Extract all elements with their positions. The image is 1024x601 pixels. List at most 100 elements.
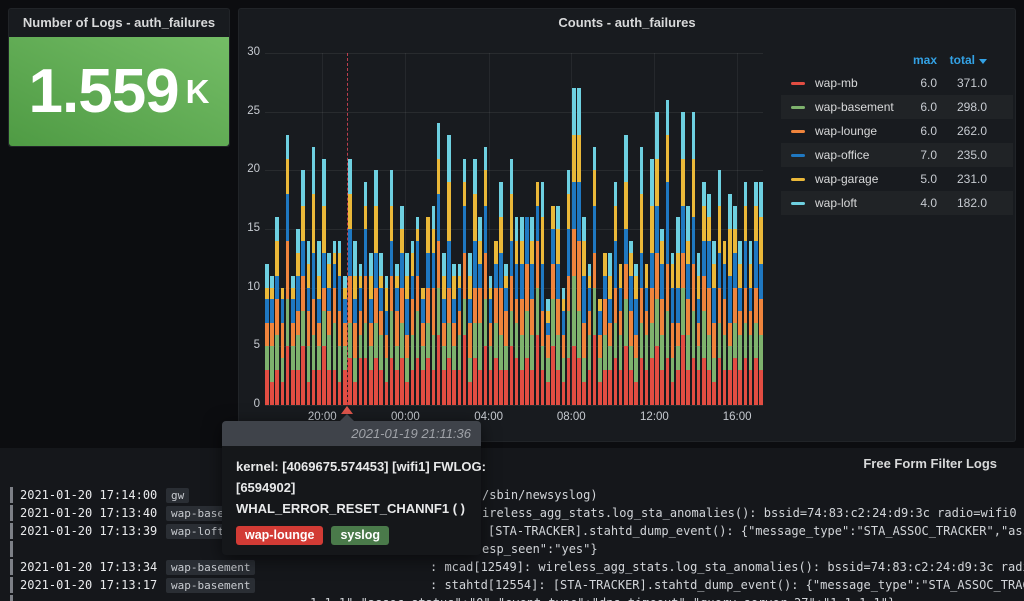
stat-panel: Number of Logs - auth_failures 1.559 K — [8, 8, 230, 147]
bar-stack — [541, 182, 545, 405]
bar-stack — [666, 100, 670, 405]
log-row[interactable]: 2021-01-20 17:14:00 gw /sbin/newsyslog) — [0, 486, 1024, 504]
bar-stack — [733, 206, 737, 405]
legend-sort-max[interactable]: max — [897, 49, 937, 71]
bar-stack — [686, 206, 690, 405]
bar-stack — [536, 182, 540, 405]
log-host-badge[interactable]: wap-basement — [166, 560, 255, 575]
annotation-marker-icon[interactable] — [341, 406, 353, 414]
annotation-tag-badge[interactable]: syslog — [331, 526, 389, 545]
bar-series — [265, 53, 763, 405]
legend-series-name[interactable]: wap-basement — [815, 100, 897, 114]
bar-stack — [556, 206, 560, 405]
y-tick-label: 20 — [239, 163, 260, 175]
y-tick-label: 5 — [239, 339, 260, 351]
bar-stack — [759, 182, 763, 405]
bar-stack — [624, 135, 628, 405]
x-tick-label: 16:00 — [712, 411, 762, 423]
bar-stack — [400, 206, 404, 405]
bar-stack — [437, 123, 441, 405]
series-color-icon — [791, 178, 805, 181]
stat-value-background: 1.559 K — [9, 37, 229, 146]
bar-stack — [327, 253, 331, 405]
legend-max-value: 6.0 — [897, 76, 937, 90]
log-host-badge[interactable]: gw — [166, 488, 189, 503]
log-level-bar — [10, 559, 13, 575]
bar-stack — [478, 217, 482, 405]
legend-row[interactable]: wap-garage5.0231.0 — [781, 167, 1013, 191]
annotation-tooltip: 2021-01-19 21:11:36 kernel: [4069675.574… — [222, 421, 481, 555]
bar-stack — [660, 229, 664, 405]
log-row-continuation[interactable]: esp_seen":"yes"} — [0, 540, 1024, 558]
bar-stack — [645, 264, 649, 405]
bar-stack — [608, 253, 612, 405]
bar-stack — [530, 217, 534, 405]
log-level-bar — [10, 487, 13, 503]
bar-stack — [275, 217, 279, 405]
legend-row[interactable]: wap-office7.0235.0 — [781, 143, 1013, 167]
legend-sort-total[interactable]: total — [937, 49, 987, 71]
legend-series-name[interactable]: wap-mb — [815, 76, 897, 90]
series-color-icon — [791, 82, 805, 85]
bar-stack — [296, 229, 300, 405]
legend-series-name[interactable]: wap-garage — [815, 172, 897, 186]
log-level-bar — [10, 541, 13, 557]
bar-stack — [307, 241, 311, 405]
bar-stack — [369, 253, 373, 405]
bar-stack — [572, 88, 576, 405]
legend-total-value: 262.0 — [937, 124, 987, 138]
log-row[interactable]: 2021-01-20 17:13:17 wap-basement : staht… — [0, 576, 1024, 594]
legend-max-value: 6.0 — [897, 124, 937, 138]
legend-series-name[interactable]: wap-loft — [815, 196, 897, 210]
logs-panel: Free Form Filter Logs 2021-01-20 17:14:0… — [0, 448, 1024, 601]
bar-stack — [322, 159, 326, 405]
bar-stack — [702, 182, 706, 405]
annotation-text: kernel: [4069675.574453] [wifi1] FWLOG: — [236, 456, 467, 477]
bar-stack — [551, 206, 555, 405]
bar-stack — [738, 241, 742, 405]
legend-row[interactable]: wap-basement6.0298.0 — [781, 95, 1013, 119]
y-tick-label: 25 — [239, 105, 260, 117]
bar-stack — [348, 159, 352, 405]
bar-stack — [749, 241, 753, 405]
log-message: esp_seen":"yes"} — [482, 542, 598, 556]
chart-panel-title[interactable]: Counts - auth_failures — [239, 9, 1015, 37]
bar-stack — [301, 170, 305, 405]
log-row-continuation[interactable]: 1.1.1","assoc_status":"0","event_type":"… — [0, 594, 1024, 601]
bar-stack — [458, 264, 462, 405]
legend-total-value: 235.0 — [937, 148, 987, 162]
annotation-tooltip-body: kernel: [4069675.574453] [wifi1] FWLOG: … — [222, 446, 481, 555]
legend-max-value: 5.0 — [897, 172, 937, 186]
bar-stack — [416, 217, 420, 405]
logs-panel-title[interactable]: Free Form Filter Logs — [863, 456, 997, 471]
stat-panel-title[interactable]: Number of Logs - auth_failures — [9, 9, 229, 37]
chart-plot-area[interactable] — [265, 53, 763, 405]
log-host-badge[interactable]: wap-loft — [166, 524, 229, 539]
bar-stack — [754, 182, 758, 405]
legend-row[interactable]: wap-lounge6.0262.0 — [781, 119, 1013, 143]
log-timestamp: 2021-01-20 17:13:34 — [20, 560, 157, 574]
legend-max-value: 7.0 — [897, 148, 937, 162]
bar-stack — [510, 159, 514, 405]
legend-total-value: 182.0 — [937, 196, 987, 210]
y-tick-label: 10 — [239, 281, 260, 293]
bar-stack — [520, 217, 524, 405]
legend-max-value: 6.0 — [897, 100, 937, 114]
legend-series-name[interactable]: wap-lounge — [815, 124, 897, 138]
legend-row[interactable]: wap-loft4.0182.0 — [781, 191, 1013, 215]
log-row[interactable]: 2021-01-20 17:13:40 wap-basement ireless… — [0, 504, 1024, 522]
legend-row[interactable]: wap-mb6.0371.0 — [781, 71, 1013, 95]
log-host-badge[interactable]: wap-basement — [166, 578, 255, 593]
bar-stack — [333, 241, 337, 405]
tooltip-caret-icon — [340, 414, 354, 421]
bar-stack — [359, 264, 363, 405]
annotation-tag-badge[interactable]: wap-lounge — [236, 526, 323, 545]
log-row[interactable]: 2021-01-20 17:13:39 wap-loft [STA-TRACKE… — [0, 522, 1024, 540]
log-timestamp: 2021-01-20 17:13:40 — [20, 506, 157, 520]
legend-series-name[interactable]: wap-office — [815, 148, 897, 162]
bar-stack — [603, 253, 607, 405]
bar-stack — [676, 217, 680, 405]
log-row[interactable]: 2021-01-20 17:13:34 wap-basement : mcad[… — [0, 558, 1024, 576]
y-tick-label: 15 — [239, 222, 260, 234]
bar-stack — [619, 264, 623, 405]
